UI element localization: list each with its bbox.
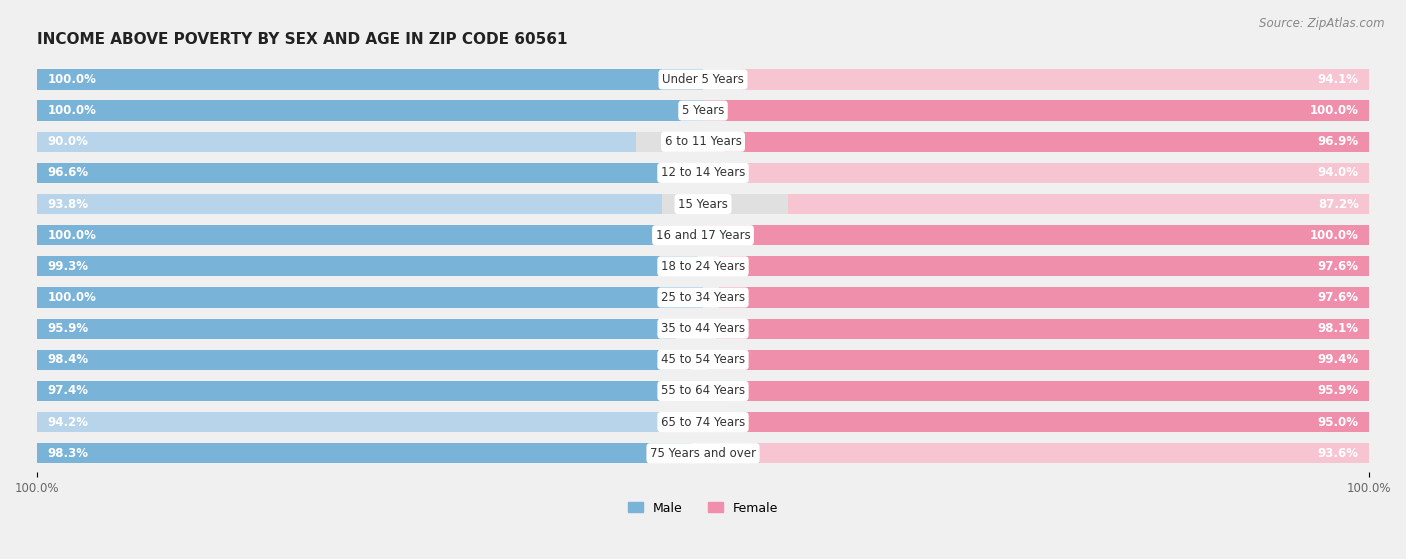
Bar	[37, 194, 703, 214]
Bar	[37, 225, 703, 245]
Legend: Male, Female: Male, Female	[623, 496, 783, 519]
Bar	[37, 163, 681, 183]
Bar	[703, 131, 1369, 152]
Text: 98.3%: 98.3%	[48, 447, 89, 459]
Text: 25 to 34 Years: 25 to 34 Years	[661, 291, 745, 304]
Bar	[737, 412, 1369, 432]
Text: 95.9%: 95.9%	[1317, 385, 1358, 397]
Text: 5 Years: 5 Years	[682, 104, 724, 117]
Text: 18 to 24 Years: 18 to 24 Years	[661, 260, 745, 273]
Bar	[37, 319, 676, 339]
Bar	[703, 350, 1369, 370]
Text: 6 to 11 Years: 6 to 11 Years	[665, 135, 741, 148]
Text: 87.2%: 87.2%	[1317, 197, 1358, 211]
Text: Source: ZipAtlas.com: Source: ZipAtlas.com	[1260, 17, 1385, 30]
Text: 35 to 44 Years: 35 to 44 Years	[661, 322, 745, 335]
Bar	[37, 350, 692, 370]
Text: 93.8%: 93.8%	[48, 197, 89, 211]
Text: 15 Years: 15 Years	[678, 197, 728, 211]
Bar	[37, 194, 662, 214]
Text: 96.9%: 96.9%	[1317, 135, 1358, 148]
Bar	[703, 443, 1369, 463]
Bar	[37, 163, 703, 183]
Bar	[37, 256, 703, 277]
Bar	[37, 412, 665, 432]
Bar	[37, 69, 703, 89]
Bar	[718, 256, 1369, 277]
Text: 90.0%: 90.0%	[48, 135, 89, 148]
Text: 16 and 17 Years: 16 and 17 Years	[655, 229, 751, 241]
Text: Under 5 Years: Under 5 Years	[662, 73, 744, 86]
Text: 95.0%: 95.0%	[1317, 415, 1358, 429]
Bar	[37, 319, 703, 339]
Bar	[37, 225, 703, 245]
Bar	[37, 412, 703, 432]
Text: 98.1%: 98.1%	[1317, 322, 1358, 335]
Text: 96.6%: 96.6%	[48, 167, 89, 179]
Text: 97.6%: 97.6%	[1317, 291, 1358, 304]
Bar	[724, 131, 1369, 152]
Bar	[745, 443, 1369, 463]
Text: 100.0%: 100.0%	[48, 73, 96, 86]
Bar	[37, 287, 703, 307]
Bar	[703, 319, 1369, 339]
Text: INCOME ABOVE POVERTY BY SEX AND AGE IN ZIP CODE 60561: INCOME ABOVE POVERTY BY SEX AND AGE IN Z…	[37, 32, 568, 47]
Bar	[37, 350, 703, 370]
Bar	[37, 101, 703, 121]
Bar	[703, 194, 1369, 214]
Text: 97.4%: 97.4%	[48, 385, 89, 397]
Bar	[703, 101, 1369, 121]
Bar	[789, 194, 1369, 214]
Bar	[703, 69, 1369, 89]
Bar	[742, 69, 1369, 89]
Bar	[703, 225, 1369, 245]
Bar	[37, 131, 637, 152]
Text: 95.9%: 95.9%	[48, 322, 89, 335]
Bar	[37, 443, 703, 463]
Bar	[703, 287, 1369, 307]
Bar	[37, 381, 703, 401]
Bar	[703, 101, 1369, 121]
Bar	[703, 412, 1369, 432]
Text: 65 to 74 Years: 65 to 74 Years	[661, 415, 745, 429]
Bar	[703, 381, 1369, 401]
Text: 100.0%: 100.0%	[48, 104, 96, 117]
Bar	[716, 319, 1369, 339]
Bar	[37, 443, 692, 463]
Bar	[37, 381, 686, 401]
Text: 97.6%: 97.6%	[1317, 260, 1358, 273]
Text: 45 to 54 Years: 45 to 54 Years	[661, 353, 745, 366]
Text: 100.0%: 100.0%	[48, 229, 96, 241]
Text: 100.0%: 100.0%	[1310, 229, 1358, 241]
Text: 55 to 64 Years: 55 to 64 Years	[661, 385, 745, 397]
Text: 100.0%: 100.0%	[1310, 104, 1358, 117]
Text: 94.2%: 94.2%	[48, 415, 89, 429]
Text: 75 Years and over: 75 Years and over	[650, 447, 756, 459]
Text: 99.4%: 99.4%	[1317, 353, 1358, 366]
Text: 100.0%: 100.0%	[48, 291, 96, 304]
Bar	[37, 69, 703, 89]
Bar	[703, 163, 1369, 183]
Bar	[703, 256, 1369, 277]
Bar	[742, 163, 1369, 183]
Bar	[37, 256, 699, 277]
Bar	[730, 381, 1369, 401]
Text: 12 to 14 Years: 12 to 14 Years	[661, 167, 745, 179]
Bar	[718, 287, 1369, 307]
Text: 99.3%: 99.3%	[48, 260, 89, 273]
Text: 93.6%: 93.6%	[1317, 447, 1358, 459]
Bar	[37, 101, 703, 121]
Text: 94.0%: 94.0%	[1317, 167, 1358, 179]
Text: 94.1%: 94.1%	[1317, 73, 1358, 86]
Bar	[37, 287, 703, 307]
Bar	[707, 350, 1369, 370]
Bar	[37, 131, 703, 152]
Bar	[703, 225, 1369, 245]
Text: 98.4%: 98.4%	[48, 353, 89, 366]
